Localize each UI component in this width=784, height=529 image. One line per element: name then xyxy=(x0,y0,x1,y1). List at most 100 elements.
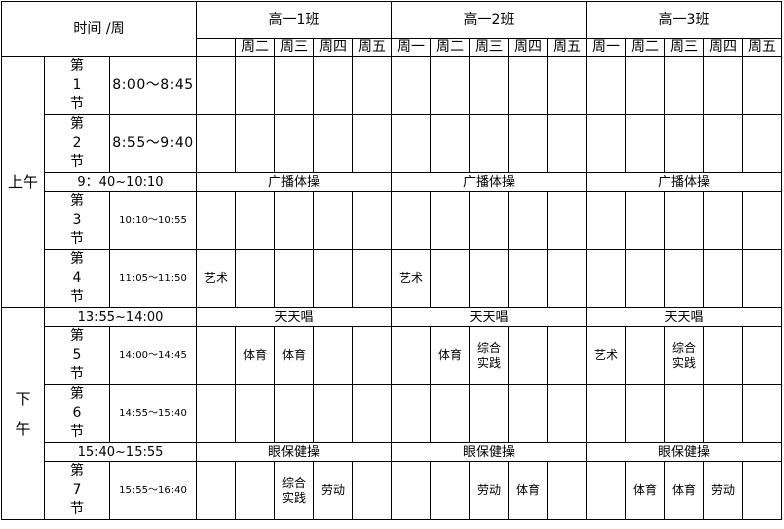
subject-cell xyxy=(313,191,353,250)
subject-cell xyxy=(664,249,704,308)
subject-cell xyxy=(586,461,626,520)
subject-cell xyxy=(274,114,314,173)
subject-cell xyxy=(508,191,548,250)
subject-cell xyxy=(430,191,470,250)
break-activity: 天天唱 xyxy=(391,307,587,327)
subject-cell xyxy=(586,384,626,443)
period-row: 第 7 节 15:55～16:40 综合 实践 劳动 劳动 体育 体育 体育 劳动 xyxy=(2,461,782,520)
subject-cell xyxy=(586,114,626,173)
subject-cell xyxy=(313,326,353,385)
subject-cell: 劳动 xyxy=(313,461,353,520)
corner-header: 时间 /周 xyxy=(1,1,197,57)
class-header: 高一1班 xyxy=(196,1,392,39)
subject-cell xyxy=(742,114,782,173)
subject-cell: 体育 xyxy=(430,326,470,385)
break-activity: 天天唱 xyxy=(586,307,782,327)
subject-cell: 体育 xyxy=(235,326,275,385)
subject-cell xyxy=(391,461,431,520)
subject-cell xyxy=(703,384,743,443)
break-row: 下 午 13:55~14:00 天天唱 天天唱 天天唱 xyxy=(1,307,782,520)
subject-cell xyxy=(469,249,509,308)
subject-cell xyxy=(625,114,665,173)
subject-cell xyxy=(625,249,665,308)
subject-cell xyxy=(547,461,587,520)
subject-cell xyxy=(703,114,743,173)
break-row: 9：40~10:10 广播体操 广播体操 广播体操 xyxy=(2,172,782,192)
subject-cell xyxy=(508,326,548,385)
subject-cell xyxy=(508,384,548,443)
class-header: 高一3班 xyxy=(586,1,782,39)
subject-cell: 劳动 xyxy=(703,461,743,520)
period-time: 14:55～15:40 xyxy=(109,384,197,443)
subject-cell xyxy=(196,326,236,385)
period-row: 第 4 节 11:05～11:50 艺术 艺术 xyxy=(2,249,782,308)
subject-cell xyxy=(235,191,275,250)
day-header: 周五 xyxy=(547,38,587,57)
subject-cell xyxy=(586,191,626,250)
subject-cell xyxy=(664,56,704,115)
subject-cell xyxy=(313,249,353,308)
subject-cell xyxy=(235,56,275,115)
subject-cell xyxy=(742,461,782,520)
subject-cell xyxy=(391,384,431,443)
subject-cell xyxy=(625,191,665,250)
subject-cell xyxy=(547,326,587,385)
subject-cell xyxy=(664,114,704,173)
subject-cell xyxy=(274,56,314,115)
subject-cell xyxy=(430,56,470,115)
subject-cell xyxy=(391,114,431,173)
subject-cell xyxy=(196,461,236,520)
subject-cell xyxy=(352,114,392,173)
break-time: 13:55~14:00 xyxy=(44,307,197,327)
subject-cell: 劳动 xyxy=(469,461,509,520)
subject-cell xyxy=(508,249,548,308)
subject-cell xyxy=(196,384,236,443)
subject-cell xyxy=(313,384,353,443)
header-class-row: 时间 /周 高一1班 高一2班 高一3班 xyxy=(1,1,782,57)
subject-cell xyxy=(742,56,782,115)
period-row: 上午第 1 节 8:00～8:45 xyxy=(1,56,782,308)
subject-cell xyxy=(508,56,548,115)
period-time: 11:05～11:50 xyxy=(109,249,197,308)
subject-cell xyxy=(352,461,392,520)
subject-cell xyxy=(196,191,236,250)
subject-cell: 综合 实践 xyxy=(274,461,314,520)
period-label: 第 2 节 xyxy=(44,114,110,173)
subject-cell xyxy=(352,249,392,308)
period-row: 第 2 节 8:55～9:40 xyxy=(2,114,782,173)
break-activity: 天天唱 xyxy=(196,307,392,327)
subject-cell xyxy=(469,384,509,443)
period-time: 8:00～8:45 xyxy=(109,56,197,115)
period-time: 8:55～9:40 xyxy=(109,114,197,173)
subject-cell xyxy=(352,191,392,250)
subject-cell xyxy=(742,326,782,385)
period-time: 14:00～14:45 xyxy=(109,326,197,385)
day-header: 周一 xyxy=(391,38,431,57)
break-activity: 广播体操 xyxy=(196,172,392,192)
subject-cell: 综合 实践 xyxy=(469,326,509,385)
day-header: 周一 xyxy=(586,38,626,57)
period-row: 第 5 节 14:00～14:45 体育 体育 体育 综合 实践 艺术 综合 实践 xyxy=(2,326,782,385)
period-label: 第 6 节 xyxy=(44,384,110,443)
subject-cell xyxy=(196,114,236,173)
header-day-row: 周二 周三 周四 周五 周一 周二 周三 周四 周五 周一 周二 周三 周四 周五 xyxy=(2,38,782,57)
subject-cell xyxy=(352,326,392,385)
subject-cell xyxy=(664,191,704,250)
subject-cell xyxy=(469,56,509,115)
subject-cell xyxy=(430,249,470,308)
subject-cell xyxy=(430,114,470,173)
subject-cell xyxy=(274,249,314,308)
day-header: 周四 xyxy=(508,38,548,57)
subject-cell xyxy=(196,56,236,115)
subject-cell xyxy=(547,249,587,308)
subject-cell xyxy=(235,249,275,308)
subject-cell xyxy=(391,326,431,385)
subject-cell xyxy=(703,191,743,250)
subject-cell: 体育 xyxy=(625,461,665,520)
subject-cell xyxy=(469,191,509,250)
subject-cell: 综合 实践 xyxy=(664,326,704,385)
subject-cell xyxy=(742,384,782,443)
subject-cell xyxy=(235,114,275,173)
subject-cell xyxy=(313,56,353,115)
subject-cell xyxy=(742,249,782,308)
